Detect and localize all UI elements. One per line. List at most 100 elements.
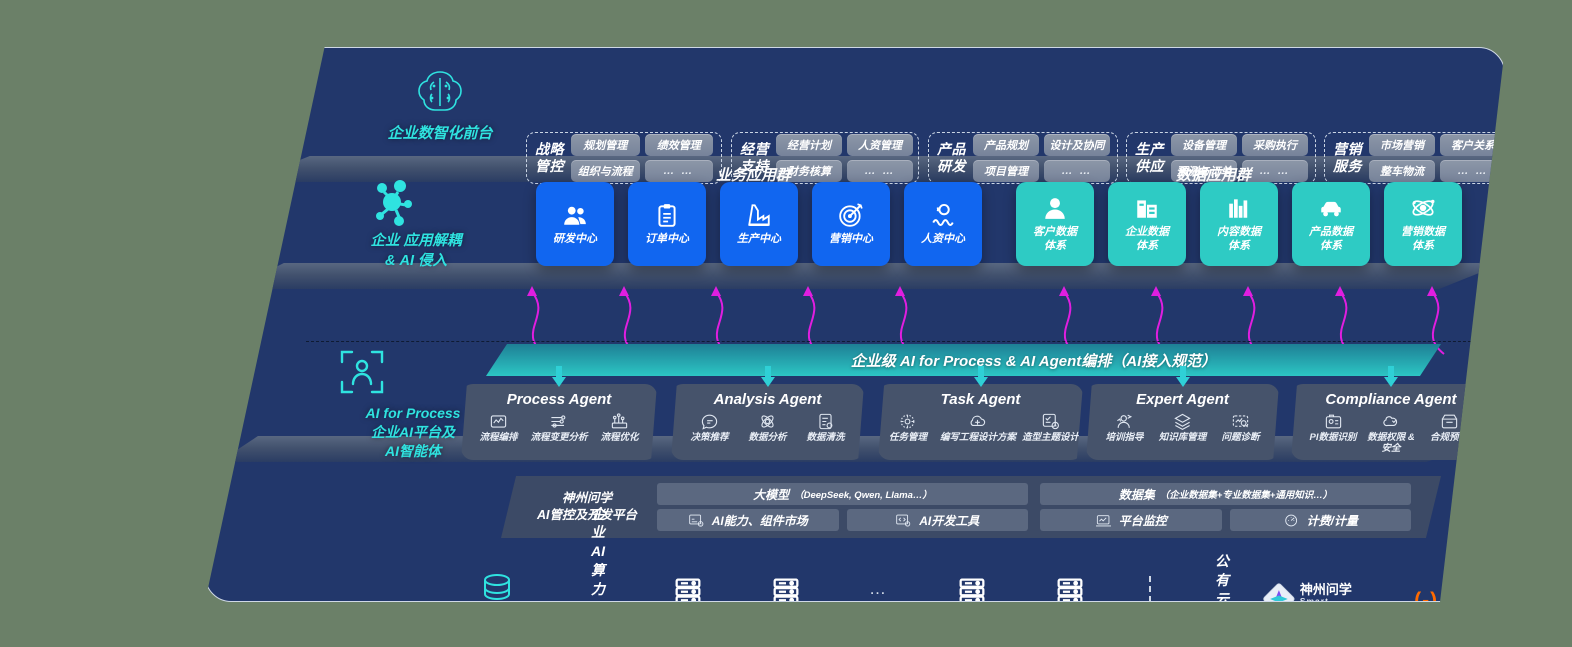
model-bar-note: （DeepSeek, Qwen, Llama…） <box>794 490 932 501</box>
agent-capability[interactable]: 数据清洗 <box>800 412 852 444</box>
infra-node-5[interactable]: AI一体机 <box>951 574 993 601</box>
app-card-biz-1[interactable]: 研发中心 <box>536 182 614 266</box>
infra-node-3[interactable]: 数据中心 <box>765 574 807 601</box>
billing-button[interactable]: 计费/计量 <box>1229 509 1411 531</box>
server-icon <box>1057 578 1083 601</box>
front-office-cell[interactable]: 经营计划 <box>776 134 842 156</box>
ai-platform-bar: 神州问学 AI管控及开发平台 大模型 （DeepSeek, Qwen, Llam… <box>501 476 1441 538</box>
front-office-group-5[interactable]: 营销 服务 市场营销 客户关系 整车物流… … <box>1324 132 1504 184</box>
agent-capability[interactable]: 数据权限 & 安全 <box>1365 412 1417 455</box>
billing-label: 计费/计量 <box>1306 513 1358 528</box>
ai-devtool-label: AI开发工具 <box>919 513 980 528</box>
gauge-icon <box>1284 514 1297 526</box>
front-office-group-2[interactable]: 经营 支持 经营计划 人资管理 财务核算… … <box>731 132 919 184</box>
front-office-cell[interactable]: … … <box>847 160 913 182</box>
agent-capability-label: PI数据识别 <box>1309 432 1357 443</box>
agent-card-5[interactable]: Compliance Agent PI数据识别 数据权限 & 安全 合规预警 <box>1291 384 1491 460</box>
server-icon <box>959 578 985 601</box>
app-card-dat-1[interactable]: 客户数据 体系 <box>1016 182 1094 266</box>
front-office-cell[interactable]: 规划管理 <box>571 134 640 156</box>
agent-title: Compliance Agent <box>1325 391 1457 408</box>
agent-capability[interactable]: 决策推荐 <box>684 412 736 444</box>
agent-capability[interactable]: 流程优化 <box>594 412 646 444</box>
platform-monitor-button[interactable]: 平台监控 <box>1040 509 1222 531</box>
front-office-cell[interactable]: 预测与订单 <box>1171 160 1237 182</box>
app-card-label: 内容数据 体系 <box>1217 226 1261 252</box>
front-office-group-3[interactable]: 产品 研发 产品规划 设计及协同 项目管理… … <box>928 132 1118 184</box>
front-office-cell[interactable]: … … <box>1044 160 1110 182</box>
front-office-cell[interactable]: 市场营销 <box>1369 134 1435 156</box>
agent-down-arrow-3 <box>973 366 989 387</box>
app-card-biz-3[interactable]: 生产中心 <box>720 182 798 266</box>
agent-capability[interactable]: PI数据识别 <box>1307 412 1359 455</box>
agent-card-4[interactable]: Expert Agent 培训指导 知识库管理 问题诊断 <box>1086 384 1279 460</box>
alert-box-icon <box>1441 414 1457 429</box>
front-office-cell[interactable]: 人资管理 <box>847 134 913 156</box>
app-card-dat-3[interactable]: 内容数据 体系 <box>1200 182 1278 266</box>
agent-title: Analysis Agent <box>713 391 822 408</box>
app-card-biz-5[interactable]: 人资中心 <box>904 182 982 266</box>
agent-card-2[interactable]: Analysis Agent 决策推荐 数据分析 数据清洗 <box>671 384 864 460</box>
front-office-cell[interactable]: 整车物流 <box>1369 160 1435 182</box>
infra-node-6[interactable]: AI一体机 <box>1049 574 1091 601</box>
agent-down-arrow-5 <box>1383 366 1399 387</box>
front-office-cell[interactable]: 设备管理 <box>1171 134 1237 156</box>
agent-capability-label: 流程编排 <box>479 432 518 443</box>
front-office-cell[interactable]: 客户关系 <box>1440 134 1504 156</box>
app-card-dat-2[interactable]: 企业数据 体系 <box>1108 182 1186 266</box>
group-cells: 规划管理 绩效管理 组织与流程… … <box>571 134 713 182</box>
agent-capability[interactable]: 知识库管理 <box>1157 412 1209 444</box>
agent-capabilities: PI数据识别 数据权限 & 安全 合规预警 <box>1307 412 1475 455</box>
group-title: 经营 支持 <box>740 140 769 175</box>
front-office-cell[interactable]: 产品规划 <box>973 134 1039 156</box>
agent-capability[interactable]: 培训指导 <box>1099 412 1151 444</box>
platform-left-column: 大模型 （DeepSeek, Qwen, Llama…） AI能力、组件市场 <box>657 483 1028 531</box>
front-office-group-4[interactable]: 生产 供应 设备管理 采购执行 预测与订单… … <box>1126 132 1316 184</box>
agent-card-3[interactable]: Task Agent 任务管理 编写工程设计方案 造型主题设计 <box>878 384 1083 460</box>
devtool-icon <box>896 514 911 527</box>
agent-capability[interactable]: 造型主题设计 <box>1022 412 1079 444</box>
agent-capability[interactable]: 合规预警 <box>1423 412 1475 455</box>
app-card-biz-4[interactable]: 营销中心 <box>812 182 890 266</box>
agent-capability[interactable]: 流程编排 <box>472 412 524 444</box>
agent-capability[interactable]: 任务管理 <box>882 412 934 444</box>
data-clean-icon <box>819 413 833 430</box>
app-card-dat-4[interactable]: 产品数据 体系 <box>1292 182 1370 266</box>
ai-devtool-button[interactable]: AI开发工具 <box>846 509 1028 531</box>
agent-capability[interactable]: 编写工程设计方案 <box>940 412 1016 444</box>
ai-market-button[interactable]: AI能力、组件市场 <box>657 509 839 531</box>
front-office-cell[interactable]: … … <box>644 160 713 182</box>
logo-aliyun: (-) 阿里云 <box>1414 584 1505 602</box>
front-office-cell[interactable]: 绩效管理 <box>644 134 713 156</box>
infra-divider <box>1149 576 1152 601</box>
infrastructure-row: AI基础算力 企业AI算力 或AI一体机数据中心 数据中心 … … AI一体机 AI一体… <box>424 506 1505 602</box>
decision-icon <box>701 414 718 430</box>
front-office-cell[interactable]: 财务核算 <box>776 160 842 182</box>
content-bars-icon <box>1229 199 1248 219</box>
app-card-biz-2[interactable]: 订单中心 <box>628 182 706 266</box>
logo-aliyun-text: (-) 阿里云 <box>1414 589 1505 602</box>
agent-card-1[interactable]: Process Agent 流程编排 流程变更分析 流程优化 <box>461 384 657 460</box>
layer1-side-label: 企业数智化前台 <box>387 125 493 142</box>
front-office-cell[interactable]: 设计及协同 <box>1044 134 1110 156</box>
clipboard-icon <box>658 204 676 227</box>
front-office-cell[interactable]: 组织与流程 <box>571 160 640 182</box>
front-office-cell[interactable]: … … <box>1440 160 1504 182</box>
agent-capability[interactable]: 数据分析 <box>742 412 794 444</box>
group-cells: 市场营销 客户关系 整车物流… … <box>1369 134 1504 182</box>
market-icon <box>688 514 704 527</box>
agent-capabilities: 流程编排 流程变更分析 流程优化 <box>472 412 645 444</box>
app-card-dat-5[interactable]: 营销数据 体系 <box>1384 182 1462 266</box>
model-bar[interactable]: 大模型 （DeepSeek, Qwen, Llama…） <box>657 483 1028 505</box>
front-office-cell[interactable]: … … <box>1242 160 1308 182</box>
front-office-cell[interactable]: 项目管理 <box>973 160 1039 182</box>
dataset-bar[interactable]: 数据集 （企业数据集+专业数据集+通用知识…） <box>1040 483 1411 505</box>
front-office-group-1[interactable]: 战略 管控 规划管理 绩效管理 组织与流程… … <box>526 132 722 184</box>
infra-node-2[interactable]: 数据中心 <box>667 574 709 601</box>
agent-capability-label: 决策推荐 <box>690 432 729 443</box>
front-office-cell[interactable]: 采购执行 <box>1242 134 1308 156</box>
agent-capability-label: 知识库管理 <box>1158 432 1207 443</box>
agent-capability[interactable]: 流程变更分析 <box>530 412 588 444</box>
agent-capability[interactable]: 问题诊断 <box>1215 412 1267 444</box>
